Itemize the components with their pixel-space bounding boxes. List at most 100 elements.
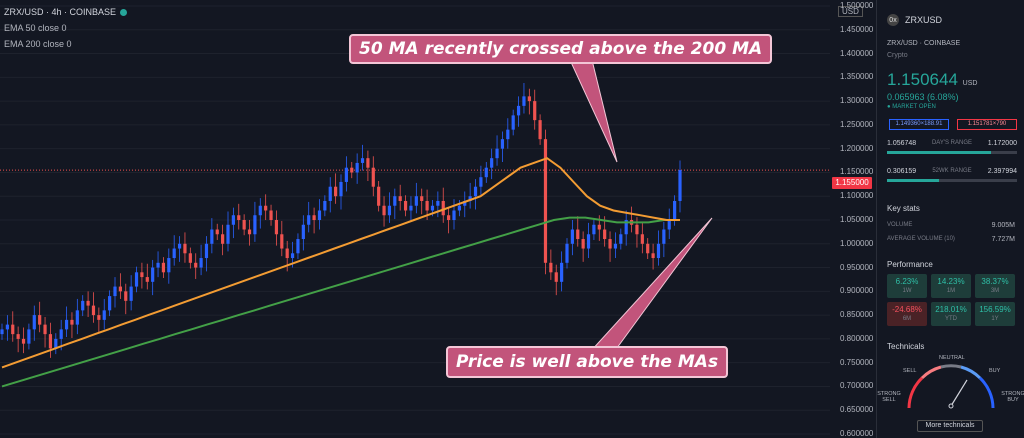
candle-body xyxy=(97,315,101,320)
candle-body xyxy=(549,262,553,273)
axis-tick-label: 0.800000 xyxy=(840,333,874,343)
candle-body xyxy=(156,262,160,268)
candle-body xyxy=(81,300,85,311)
candle-body xyxy=(167,258,171,273)
axis-tick-label: 0.900000 xyxy=(840,286,874,296)
candle-body xyxy=(565,243,569,263)
panel-symbol[interactable]: ZRXUSD xyxy=(905,15,943,25)
candle-body xyxy=(398,196,402,201)
avg-volume-value: 7.727M xyxy=(991,236,1015,243)
candle-body xyxy=(226,224,230,244)
candle-body xyxy=(387,205,392,216)
perf-label: 1W xyxy=(902,288,912,294)
callout-bottom-pointer xyxy=(588,217,713,353)
panel-price: 1.150644 USD xyxy=(887,70,977,90)
price-chart[interactable] xyxy=(0,0,876,438)
candle-body xyxy=(86,300,90,306)
chart-area[interactable]: ZRX/USD · 4h · COINBASE EMA 50 close 0 E… xyxy=(0,0,876,438)
candle-body xyxy=(11,324,15,335)
last-price-tag: 1.155000 xyxy=(832,177,872,189)
days-range-row: 1.056748 DAY'S RANGE 1.172000 xyxy=(887,140,1017,147)
zrx-logo-icon: 0x xyxy=(887,14,899,26)
perf-value: 156.59% xyxy=(979,305,1011,314)
candle-body xyxy=(533,101,537,121)
gauge-sell: SELL xyxy=(903,368,917,374)
candle-body xyxy=(312,215,316,220)
price-currency: USD xyxy=(962,80,978,87)
currency-selector[interactable]: USD xyxy=(838,6,863,17)
candle-body xyxy=(355,162,359,173)
perf-cell-1w[interactable]: 6.23% 1W xyxy=(887,274,927,298)
symbol-label[interactable]: ZRX/USD · 4h · COINBASE xyxy=(4,7,117,17)
candle-body xyxy=(274,220,279,235)
candle-body xyxy=(635,224,639,235)
candle-body xyxy=(102,310,106,320)
technicals-title: Technicals xyxy=(887,342,925,351)
wk52-range-high: 2.397994 xyxy=(987,168,1017,175)
axis-tick-label: 0.750000 xyxy=(840,357,874,367)
candle-body xyxy=(452,210,456,220)
gauge-buy: BUY xyxy=(989,368,1001,374)
candle-body xyxy=(592,224,596,235)
perf-cell-3m[interactable]: 38.37% 3M xyxy=(975,274,1015,298)
technicals-gauge xyxy=(907,364,995,409)
perf-cell-1y[interactable]: 156.59% 1Y xyxy=(975,302,1015,326)
ema200-legend[interactable]: EMA 200 close 0 xyxy=(4,39,72,49)
candle-body xyxy=(317,210,322,220)
candle-body xyxy=(183,243,187,254)
axis-tick-label: 1.100000 xyxy=(840,191,874,201)
axis-tick-label: 1.500000 xyxy=(840,1,874,10)
candle-body xyxy=(678,170,682,201)
perf-cell-ytd[interactable]: 218.01% YTD xyxy=(931,302,971,326)
axis-tick-label: 0.600000 xyxy=(840,429,874,438)
ema50-legend[interactable]: EMA 50 close 0 xyxy=(4,23,67,33)
candle-body xyxy=(194,262,198,268)
candle-body xyxy=(328,186,332,201)
avg-volume-row: AVERAGE VOLUME (10) 7.727M xyxy=(887,236,1015,243)
days-range-low: 1.056748 xyxy=(887,140,917,147)
candle-body xyxy=(576,229,580,240)
volume-label: VOLUME xyxy=(887,222,913,228)
candle-body xyxy=(124,291,128,301)
wk52-range-row: 0.306159 52WK RANGE 2.397994 xyxy=(887,168,1017,175)
axis-tick-label: 0.950000 xyxy=(840,262,874,272)
candle-body xyxy=(673,200,677,220)
candle-body xyxy=(597,224,601,230)
candle-body xyxy=(334,186,338,197)
wk52-range-low: 0.306159 xyxy=(887,168,917,175)
candle-body xyxy=(280,234,284,249)
candle-body xyxy=(91,305,96,316)
candle-body xyxy=(161,262,166,273)
candle-body xyxy=(0,329,4,335)
candle-body xyxy=(522,96,526,106)
panel-category: Crypto xyxy=(887,52,908,59)
candle-body xyxy=(360,158,365,163)
candle-body xyxy=(264,205,268,211)
panel-exchange[interactable]: ZRX/USD · COINBASE xyxy=(887,40,961,47)
perf-value: 6.23% xyxy=(895,277,919,286)
candle-body xyxy=(221,234,225,244)
candle-body xyxy=(285,248,289,259)
candle-body xyxy=(54,338,58,349)
candle-body xyxy=(269,210,273,220)
ema200-line xyxy=(1,216,680,388)
candle-body xyxy=(441,200,445,216)
bid-box: 1.149360×188.91 xyxy=(889,119,949,130)
days-range-label: DAY'S RANGE xyxy=(931,140,973,146)
candle-body xyxy=(210,229,214,244)
candle-body xyxy=(586,234,591,249)
perf-cell-1m[interactable]: 14.23% 1M xyxy=(931,274,971,298)
panel-header[interactable]: 0x ZRXUSD xyxy=(887,14,942,26)
candle-body xyxy=(237,215,241,220)
symbol-details-panel: 0x ZRXUSD ZRX/USD · COINBASE Crypto 1.15… xyxy=(876,0,1024,438)
days-range-high: 1.172000 xyxy=(987,140,1017,147)
candle-body xyxy=(473,186,478,197)
perf-value: 218.01% xyxy=(935,305,967,314)
perf-cell-6m[interactable]: -24.68% 6M xyxy=(887,302,927,326)
candle-body xyxy=(204,243,209,259)
candle-body xyxy=(290,253,295,259)
axis-tick-label: 0.650000 xyxy=(840,405,874,415)
candle-body xyxy=(393,196,397,206)
more-technicals-button[interactable]: More technicals xyxy=(917,420,983,432)
candle-body xyxy=(215,229,219,235)
